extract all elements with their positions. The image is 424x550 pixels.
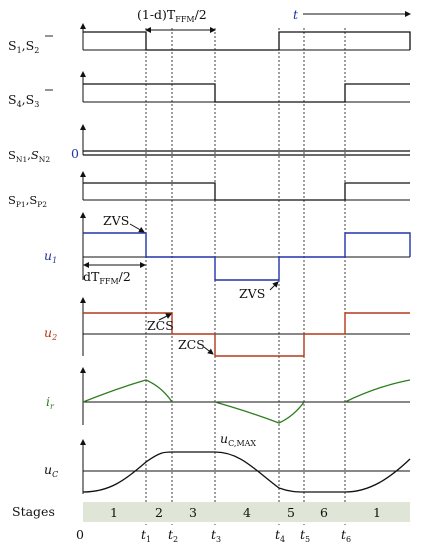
label-ir: ir <box>46 394 55 411</box>
tick-t3: t3 <box>211 527 221 544</box>
stage-3: 3 <box>189 505 197 520</box>
label-s1-s2bar: S1,S2 <box>8 38 39 55</box>
tick-0: 0 <box>76 527 84 542</box>
tick-t6: t6 <box>341 527 351 544</box>
zero-label: 0 <box>71 146 79 161</box>
stage-4: 4 <box>243 505 251 520</box>
zcs-label-1: ZCS <box>147 318 174 333</box>
signal-sn1-sn2: SN1,SN2 0 <box>8 124 410 164</box>
label-sp1-sp2: SP1,SP2 <box>8 193 47 209</box>
tick-t1: t1 <box>141 527 151 544</box>
signal-sp1-sp2: SP1,SP2 <box>8 171 410 209</box>
signal-uc: uC uC,MAX <box>44 431 411 494</box>
zvs-label-2: ZVS <box>239 286 265 301</box>
zvs-label-1: ZVS <box>103 213 129 228</box>
time-arrow: t <box>293 7 411 22</box>
dt-label: dTFFM/2 <box>83 269 131 286</box>
signal-u1: u1 ZVS dTFFM/2 ZVS <box>44 212 411 301</box>
label-uc: uC <box>44 462 58 479</box>
signal-s4-s3bar: S4,S3 <box>8 71 410 109</box>
signal-u2: u2 ZCS ZCS <box>44 297 410 357</box>
time-tick-labels: 0 t1 t2 t3 t4 t5 t6 <box>76 527 351 544</box>
signal-ir: ir <box>46 367 411 425</box>
stages-label: Stages <box>12 504 55 519</box>
zcs-label-2: ZCS <box>178 337 205 352</box>
signal-s1-s2bar: S1,S2 <box>8 23 411 55</box>
label-sn1-sn2: SN1,SN2 <box>8 148 50 164</box>
tick-t2: t2 <box>168 527 178 544</box>
stages-band: Stages 1 2 3 4 5 6 1 <box>12 502 410 522</box>
tick-t4: t4 <box>275 527 285 544</box>
label-u1: u1 <box>44 248 57 265</box>
time-arrow-label: t <box>293 7 299 22</box>
label-u2: u2 <box>44 325 57 342</box>
tick-t5: t5 <box>300 527 310 544</box>
stage-1: 1 <box>110 505 118 520</box>
top-interval-annotation: (1-d)TFFM/2 <box>137 7 216 33</box>
stage-1-repeat: 1 <box>373 505 381 520</box>
stage-2: 2 <box>155 505 163 520</box>
stage-5: 5 <box>287 505 295 520</box>
stage-6: 6 <box>320 505 328 520</box>
ucmax-label: uC,MAX <box>220 431 256 448</box>
top-interval-text: (1-d)TFFM/2 <box>137 7 207 24</box>
label-s4-s3bar: S4,S3 <box>8 92 39 109</box>
